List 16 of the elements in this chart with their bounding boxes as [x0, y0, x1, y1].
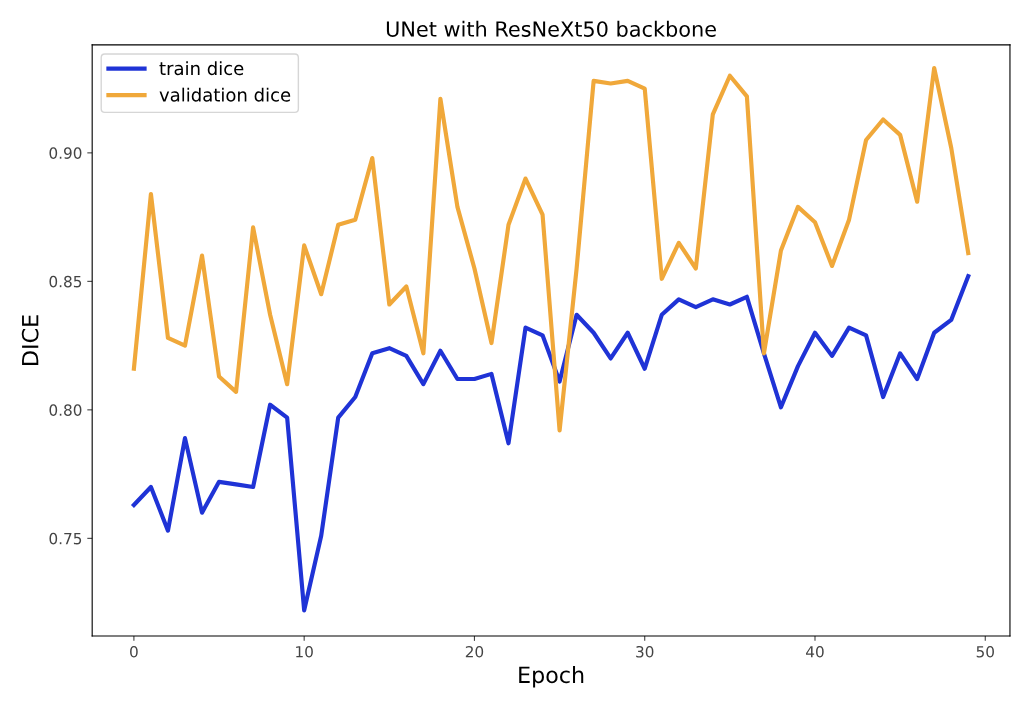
x-tick-label: 0 — [130, 646, 138, 658]
x-tick-label: 40 — [806, 646, 824, 658]
legend-label: train dice — [159, 61, 244, 76]
legend-label: validation dice — [159, 87, 291, 102]
y-tick-label: 0.80 — [49, 404, 82, 416]
x-tick-label: 30 — [636, 646, 654, 658]
chart-title: UNet with ResNeXt50 backbone — [386, 20, 716, 37]
x-tick-label: 10 — [296, 646, 313, 658]
y-axis-title: DICE — [21, 315, 39, 365]
y-tick-label: 0.90 — [49, 147, 82, 159]
y-tick-label: 0.75 — [49, 532, 82, 545]
line-series — [131, 274, 971, 613]
y-tick-label: 0.85 — [49, 275, 82, 288]
x-tick-label: 20 — [465, 646, 484, 658]
x-axis-title: Epoch — [519, 666, 584, 688]
x-tick-label: 50 — [976, 646, 994, 658]
